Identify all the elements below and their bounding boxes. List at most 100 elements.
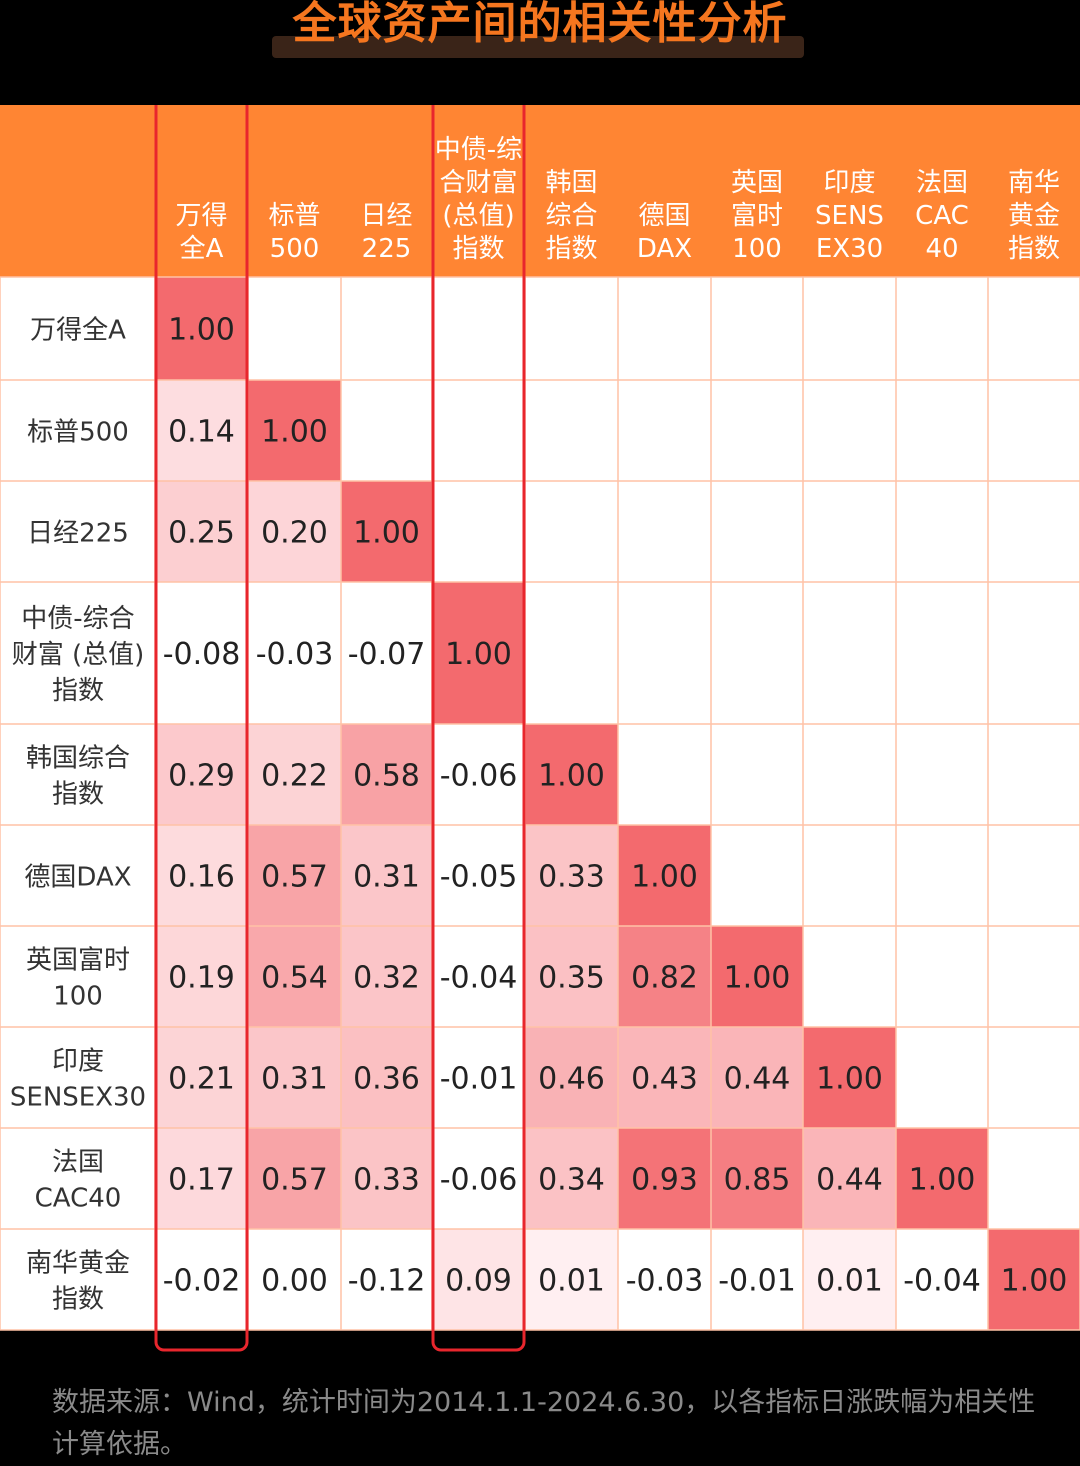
row-header: 韩国综合指数 bbox=[26, 744, 130, 810]
heatmap-cell bbox=[155, 1128, 248, 1229]
heatmap-cell bbox=[248, 582, 341, 724]
cell-value: 0.32 bbox=[353, 961, 420, 996]
cell-value: 0.35 bbox=[538, 961, 605, 996]
chart-title: 全球资产间的相关性分析 bbox=[292, 0, 788, 49]
heatmap-cell bbox=[432, 724, 525, 825]
cell-value: 0.20 bbox=[261, 516, 328, 551]
heatmap-cell bbox=[711, 1027, 803, 1128]
footnote: 数据来源：Wind，统计时间为2014.1.1-2024.6.30，以各指标日涨… bbox=[52, 1387, 1036, 1460]
column-highlight-box bbox=[431, 105, 526, 1352]
cell-value: -0.01 bbox=[718, 1264, 796, 1299]
cell-value: 0.31 bbox=[261, 1062, 328, 1097]
heatmap-cell bbox=[248, 724, 341, 825]
row-header: 中债-综合财富 (总值)指数 bbox=[12, 604, 145, 706]
heatmap-cell bbox=[711, 1229, 803, 1330]
cell-value: -0.06 bbox=[440, 1163, 518, 1198]
title-area: 全球资产间的相关性分析 bbox=[0, 0, 1080, 64]
cell-value: -0.12 bbox=[348, 1264, 426, 1299]
cell-value: 0.46 bbox=[538, 1062, 605, 1097]
cell-value: 1.00 bbox=[353, 516, 420, 551]
heatmap-cell bbox=[341, 1229, 432, 1330]
cell-value: 0.01 bbox=[816, 1264, 883, 1299]
heatmap-cell bbox=[341, 1027, 432, 1128]
row-header: 万得全A bbox=[30, 316, 126, 346]
heatmap-cell bbox=[525, 1027, 618, 1128]
cell-value: 0.82 bbox=[631, 961, 698, 996]
heatmap-cell bbox=[155, 481, 248, 582]
heatmap-cell bbox=[155, 1229, 248, 1330]
heatmap-cell bbox=[341, 582, 432, 724]
heatmap-cell bbox=[803, 1229, 896, 1330]
cell-value: 1.00 bbox=[816, 1062, 883, 1097]
cell-value: 0.21 bbox=[168, 1062, 235, 1097]
cell-value: 1.00 bbox=[538, 759, 605, 794]
cell-value: 0.58 bbox=[353, 759, 420, 794]
cell-value: 1.00 bbox=[631, 860, 698, 895]
cell-value: 0.19 bbox=[168, 961, 235, 996]
cell-value: -0.08 bbox=[163, 637, 241, 672]
heatmap-cell bbox=[248, 1027, 341, 1128]
heatmap-cell bbox=[432, 582, 525, 724]
cell-value: 0.44 bbox=[816, 1163, 883, 1198]
heatmap-cell bbox=[248, 926, 341, 1027]
heatmap-cell bbox=[341, 724, 432, 825]
cell-value: -0.06 bbox=[440, 759, 518, 794]
heatmap-cell bbox=[155, 277, 248, 380]
cell-value: 0.85 bbox=[724, 1163, 791, 1198]
cell-value: 0.33 bbox=[353, 1163, 420, 1198]
cell-value: 0.54 bbox=[261, 961, 328, 996]
column-highlight-box bbox=[154, 105, 249, 1352]
heatmap-cell bbox=[341, 825, 432, 926]
heatmap-cell bbox=[155, 724, 248, 825]
cell-value: 0.16 bbox=[168, 860, 235, 895]
cell-value: -0.07 bbox=[348, 637, 426, 672]
cell-value: 0.33 bbox=[538, 860, 605, 895]
heatmap-cell bbox=[341, 926, 432, 1027]
cell-value: 0.34 bbox=[538, 1163, 605, 1198]
heatmap-cell bbox=[896, 1128, 988, 1229]
title-underline bbox=[272, 36, 804, 58]
column-header: 德国 DAX bbox=[637, 201, 692, 264]
heatmap-cell bbox=[618, 825, 711, 926]
heatmap-cell bbox=[711, 1128, 803, 1229]
heatmap-cell bbox=[432, 926, 525, 1027]
cell-value: -0.04 bbox=[903, 1264, 981, 1299]
heatmap-cell bbox=[618, 926, 711, 1027]
heatmap-cell bbox=[248, 1229, 341, 1330]
row-header: 英国富时 100 bbox=[26, 946, 130, 1012]
cell-value: 1.00 bbox=[168, 313, 235, 348]
heatmap-cell bbox=[155, 582, 248, 724]
column-header: 韩国综合指数 bbox=[545, 168, 597, 264]
heatmap-cell bbox=[525, 1229, 618, 1330]
heatmap-cell bbox=[988, 1229, 1080, 1330]
heatmap-cell bbox=[248, 825, 341, 926]
cell-value: 0.93 bbox=[631, 1163, 698, 1198]
heatmap-cell bbox=[896, 1229, 988, 1330]
heatmap-cell bbox=[525, 1128, 618, 1229]
row-header: 印度 SENSEX30 bbox=[10, 1047, 146, 1113]
heatmap-cell bbox=[432, 1128, 525, 1229]
cell-value: -0.03 bbox=[626, 1264, 704, 1299]
heatmap-cell bbox=[432, 1229, 525, 1330]
cell-value: 0.43 bbox=[631, 1062, 698, 1097]
column-header: 标普 500 bbox=[268, 201, 320, 264]
cell-value: 0.57 bbox=[261, 860, 328, 895]
cell-value: 0.29 bbox=[168, 759, 235, 794]
row-header: 法国 CAC40 bbox=[35, 1148, 122, 1214]
row-header: 德国DAX bbox=[24, 863, 131, 893]
cell-value: -0.05 bbox=[440, 860, 518, 895]
cell-value: 1.00 bbox=[1001, 1264, 1068, 1299]
heatmap-cell bbox=[618, 1229, 711, 1330]
cell-value: 0.09 bbox=[445, 1264, 512, 1299]
cell-value: 0.14 bbox=[168, 415, 235, 450]
heatmap-cell bbox=[248, 1128, 341, 1229]
cell-value: 0.22 bbox=[261, 759, 328, 794]
cell-value: 0.01 bbox=[538, 1264, 605, 1299]
cell-value: 1.00 bbox=[909, 1163, 976, 1198]
cell-value: 0.44 bbox=[724, 1062, 791, 1097]
cell-value: 1.00 bbox=[724, 961, 791, 996]
cell-value: -0.01 bbox=[440, 1062, 518, 1097]
heatmap-cell bbox=[248, 380, 341, 481]
cell-value: 0.00 bbox=[261, 1264, 328, 1299]
